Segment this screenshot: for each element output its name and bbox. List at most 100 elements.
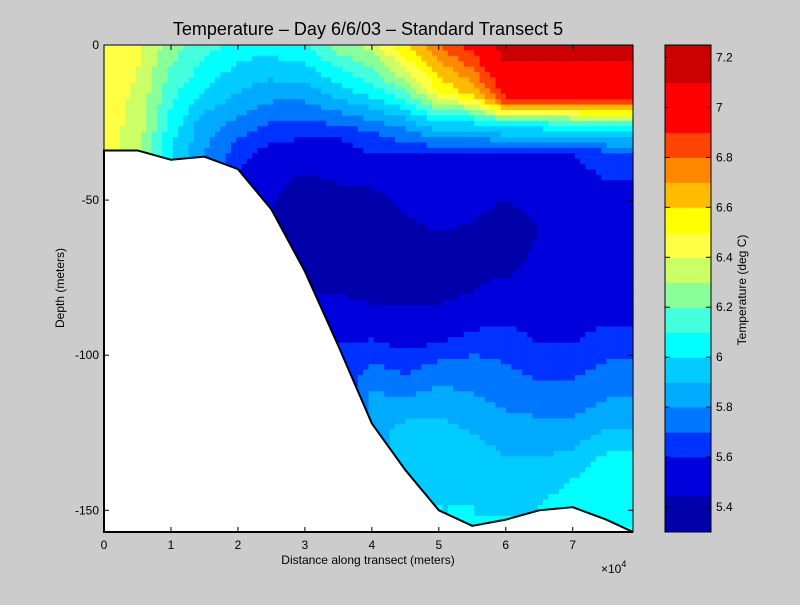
heat-cell (373, 207, 380, 214)
heat-cell (347, 77, 354, 84)
heat-cell (389, 375, 396, 382)
heat-cell (257, 66, 264, 73)
heat-cell (373, 72, 380, 79)
heat-cell (363, 375, 370, 382)
heat-cell (363, 315, 370, 322)
heat-cell (368, 261, 375, 268)
heat-cell (119, 88, 126, 95)
heat-cell (336, 283, 343, 290)
heat-cell (188, 153, 195, 160)
heat-cell (320, 196, 327, 203)
heat-cell (225, 77, 232, 84)
heat-cell (305, 72, 311, 79)
heat-cell (273, 109, 280, 116)
heat-cell (119, 131, 126, 138)
heat-cell (146, 126, 153, 133)
heat-cell (315, 142, 322, 149)
heat-cell (294, 234, 301, 241)
heat-cell (278, 45, 285, 52)
heat-cell (172, 45, 179, 52)
heat-cell (130, 77, 137, 84)
heat-cell (363, 45, 370, 52)
heat-cell (104, 77, 110, 84)
heat-cell (183, 153, 190, 160)
heat-cell (352, 88, 359, 95)
heat-cell (326, 104, 333, 111)
heat-cell (193, 126, 200, 133)
heat-cell (257, 82, 264, 89)
heat-cell (267, 66, 274, 73)
heat-cell (373, 348, 380, 355)
heat-cell (357, 234, 364, 241)
heat-cell (299, 50, 306, 57)
heat-cell (172, 126, 179, 133)
heat-cell (193, 142, 200, 149)
heat-cell (384, 423, 391, 430)
heat-cell (320, 50, 327, 57)
heat-cell (273, 55, 280, 62)
heat-cell (230, 104, 237, 111)
heat-cell (246, 120, 253, 127)
heat-cell (215, 61, 221, 68)
heat-cell (119, 109, 126, 116)
heat-cell (379, 288, 385, 295)
heat-cell (320, 180, 327, 187)
heat-cell (394, 169, 401, 176)
heat-cell (273, 99, 280, 106)
heat-cell (389, 304, 396, 311)
heat-cell (305, 104, 311, 111)
heat-cell (336, 93, 343, 100)
heat-cell (347, 191, 354, 198)
heat-cell (315, 66, 322, 73)
heat-cell (199, 115, 206, 122)
heat-cell (384, 429, 391, 436)
heat-cell (373, 174, 380, 181)
heat-cell (368, 174, 375, 181)
heat-cell (368, 304, 375, 311)
heat-cell (336, 331, 343, 338)
heat-cell (331, 315, 338, 322)
heat-cell (294, 104, 301, 111)
heat-cell (252, 136, 259, 143)
heat-cell (178, 99, 184, 106)
heat-cell (204, 55, 211, 62)
heat-cell (379, 375, 385, 382)
heat-cell (199, 61, 206, 68)
heat-cell (299, 201, 306, 208)
heat-cell (342, 261, 348, 268)
heat-cell (336, 55, 343, 62)
heat-cell (125, 93, 132, 100)
heat-cell (389, 66, 396, 73)
heat-cell (326, 153, 333, 160)
heat-cell (172, 66, 179, 73)
heat-cell (331, 88, 338, 95)
heat-cell (379, 196, 385, 203)
heat-cell (347, 348, 354, 355)
heat-cell (283, 185, 290, 192)
heat-cell (178, 77, 184, 84)
heat-cell (394, 174, 401, 181)
heat-cell (331, 82, 338, 89)
heat-cell (225, 120, 232, 127)
heat-cell (379, 239, 385, 246)
heat-cell (193, 131, 200, 138)
heat-cell (331, 109, 338, 116)
heat-cell (289, 77, 296, 84)
heat-cell (305, 234, 311, 241)
heat-cell (135, 93, 142, 100)
heat-cell (368, 391, 375, 398)
heat-cell (389, 331, 396, 338)
heat-cell (347, 169, 354, 176)
heat-cell (299, 120, 306, 127)
heat-cell (230, 82, 237, 89)
heat-cell (299, 239, 306, 246)
heat-cell (167, 93, 174, 100)
heat-cell (289, 201, 296, 208)
heat-cell (357, 310, 364, 317)
heat-cell (267, 201, 274, 208)
heat-cell (331, 261, 338, 268)
heat-cell (230, 147, 237, 154)
heat-cell (389, 429, 396, 436)
heat-cell (167, 142, 174, 149)
heat-cell (199, 82, 206, 89)
